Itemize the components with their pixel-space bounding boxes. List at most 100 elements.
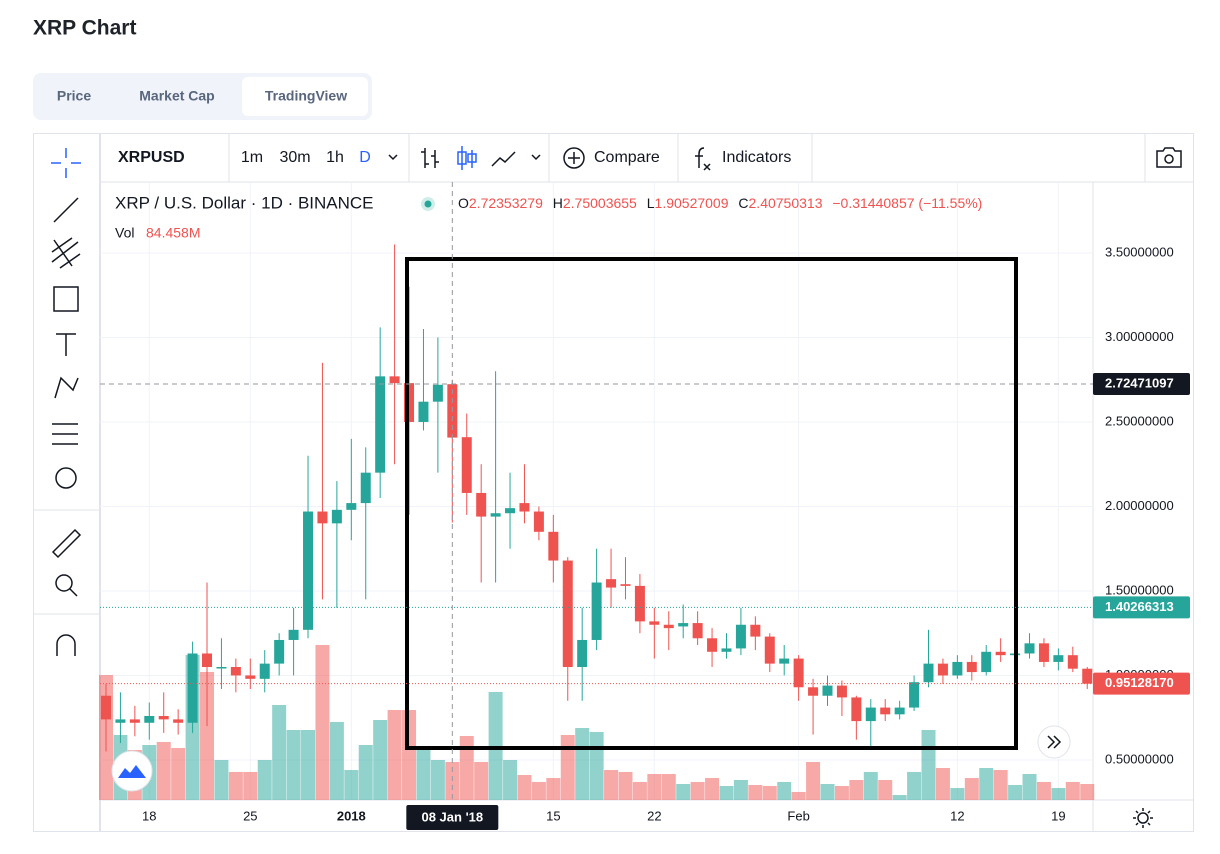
volume-bar <box>1051 788 1066 800</box>
vol-value: 84.458M <box>146 225 200 241</box>
indicators-icon[interactable] <box>695 147 711 171</box>
tab[interactable]: TradingView <box>265 88 347 104</box>
magnet-tool[interactable] <box>56 634 76 656</box>
volume-bar <box>272 705 287 800</box>
candle-body <box>505 508 516 514</box>
emoji-tool[interactable] <box>55 467 77 489</box>
area-style[interactable] <box>491 151 516 167</box>
candle-body <box>173 719 184 723</box>
x-tick-label: 22 <box>647 808 661 823</box>
zoom-tool[interactable] <box>69 588 78 597</box>
volume-bar <box>806 761 821 800</box>
candle-body <box>591 582 602 640</box>
volume-bar <box>200 671 215 800</box>
dropdown[interactable] <box>531 154 541 161</box>
candle-body <box>389 376 400 384</box>
snapshot-button[interactable] <box>1156 147 1182 168</box>
crosshair-date-label: 08 Jan '18 <box>421 809 483 824</box>
candle-body <box>360 472 371 504</box>
tab[interactable]: Market Cap <box>139 88 214 104</box>
volume-bar <box>286 730 301 800</box>
x-tick-label: 19 <box>1051 808 1065 823</box>
line-tool[interactable] <box>53 197 79 223</box>
shape-tool[interactable] <box>53 286 79 312</box>
x-tick-label: 18 <box>142 808 156 823</box>
candle-body <box>634 585 645 622</box>
interval-active[interactable]: D <box>359 149 371 166</box>
volume-bar <box>575 728 590 800</box>
candle-body <box>865 707 876 722</box>
candle-body <box>562 560 573 668</box>
indicators-button[interactable]: Indicators <box>722 149 791 166</box>
candle-body <box>620 584 631 586</box>
y-tick-label: 2.00000000 <box>1105 498 1174 513</box>
volume-bar <box>344 770 359 800</box>
candle-body <box>1067 655 1078 669</box>
volume-bar <box>156 741 171 800</box>
dropdown[interactable] <box>388 154 398 161</box>
candles-style[interactable] <box>457 146 477 170</box>
ohlc-letter: C <box>738 195 748 211</box>
text-tool[interactable] <box>56 333 76 356</box>
symbol[interactable]: XRPUSD <box>118 149 185 166</box>
vol-label: Vol <box>115 225 134 241</box>
candle-body <box>649 621 660 625</box>
candle-body <box>981 651 992 673</box>
scroll-button <box>1047 735 1062 749</box>
interval[interactable]: 1h <box>326 149 344 166</box>
y-tick-label: 1.50000000 <box>1105 582 1174 597</box>
settings-button[interactable] <box>1137 812 1149 824</box>
x-tick-label: Feb <box>787 808 809 823</box>
volume-bar <box>373 720 388 800</box>
snapshot-button <box>1164 154 1174 164</box>
candle-body <box>1038 643 1049 662</box>
interval[interactable]: 1m <box>241 149 263 166</box>
volume-bar <box>387 710 402 800</box>
volume-bar <box>257 760 272 800</box>
volume-bar <box>517 775 532 800</box>
interval[interactable]: 30m <box>279 149 310 166</box>
legend-title: XRP / U.S. Dollar · 1D · BINANCE <box>115 193 374 212</box>
volume-bar <box>531 781 546 800</box>
bars-style[interactable] <box>421 148 439 168</box>
volume-bar <box>228 771 243 800</box>
volume-bar <box>777 781 792 800</box>
candle-body <box>764 636 775 664</box>
candle-body <box>793 658 804 688</box>
zoom-tool[interactable] <box>55 574 73 592</box>
plot-area: 0.500000001.000000001.500000002.00000000… <box>99 182 1190 830</box>
candle-body <box>259 663 270 679</box>
volume-bar <box>907 771 922 800</box>
settings-button <box>1133 808 1153 828</box>
volume-bar <box>733 780 748 800</box>
volume-bar <box>402 710 417 800</box>
compare-icon[interactable] <box>568 152 580 164</box>
candle-body <box>245 675 256 679</box>
candle-body <box>129 719 140 723</box>
volume-bar <box>589 731 604 800</box>
tab[interactable]: Price <box>57 88 91 104</box>
ruler-tool[interactable] <box>51 528 82 559</box>
fib-tool[interactable] <box>51 237 81 269</box>
volume-bar <box>705 778 720 800</box>
volume-bar <box>791 791 806 800</box>
candle-body <box>519 503 530 512</box>
candle-body <box>331 509 342 524</box>
y-tick-label: 3.00000000 <box>1105 329 1174 344</box>
candle-body <box>144 716 155 723</box>
logo <box>118 765 146 778</box>
candle-body <box>1053 655 1064 662</box>
prediction-tool[interactable] <box>52 423 78 445</box>
pattern-tool[interactable] <box>54 376 79 399</box>
x-tick-label: 2018 <box>337 808 366 823</box>
compare-button[interactable]: Compare <box>594 149 660 166</box>
compare-icon[interactable] <box>563 147 585 169</box>
crosshair-tool[interactable] <box>51 148 81 178</box>
tab-active-bg <box>242 77 368 116</box>
volume-bar <box>301 730 316 800</box>
candle-body <box>230 667 241 676</box>
candle-body <box>721 648 732 652</box>
x-tick-label: 15 <box>546 808 560 823</box>
y-tick-label: 0.50000000 <box>1105 751 1174 766</box>
